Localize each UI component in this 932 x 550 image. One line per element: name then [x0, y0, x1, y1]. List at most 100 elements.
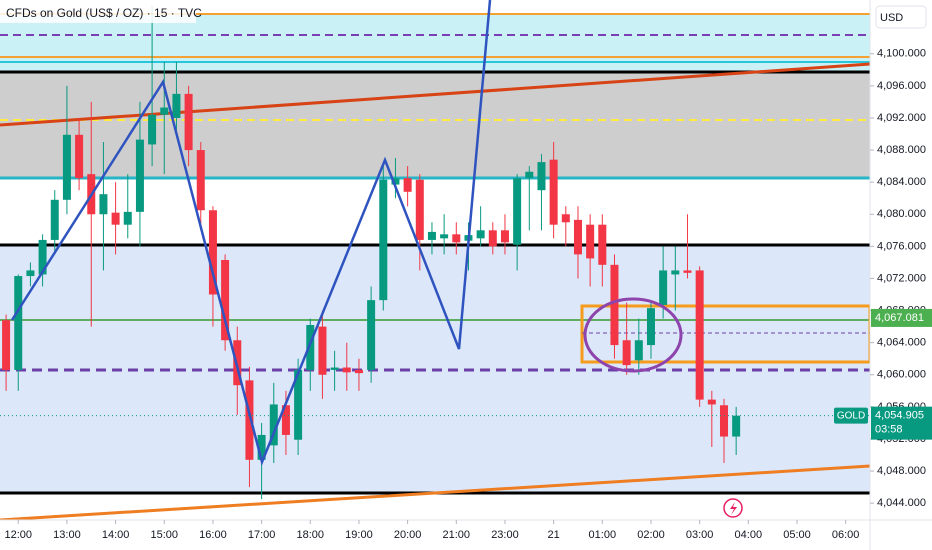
last-price-tag	[871, 406, 932, 440]
x-tick-label: 04:00	[735, 529, 763, 541]
candle-body	[281, 405, 290, 435]
candle-body	[294, 369, 303, 440]
candle-body	[391, 178, 400, 185]
candle-body	[525, 171, 534, 179]
zone	[0, 72, 870, 178]
y-tick-label: 4,088.000	[877, 144, 926, 156]
symbol-tag	[834, 407, 868, 424]
x-tick-label: 06:00	[832, 529, 860, 541]
candle-body	[452, 234, 461, 243]
y-tick-label: 4,100.000	[877, 48, 926, 60]
candle-body	[14, 276, 23, 370]
last-price-label: 4,054.905	[875, 410, 924, 422]
candle-body	[695, 270, 704, 400]
x-tick-label: 19:00	[345, 529, 373, 541]
y-tick-label: 4,076.000	[877, 240, 926, 252]
candle-body	[330, 367, 339, 370]
candle-body	[62, 134, 71, 200]
candle-body	[354, 369, 363, 374]
candle-body	[634, 340, 643, 361]
candle-body	[732, 415, 741, 437]
currency: USD	[880, 12, 903, 24]
event-icon	[730, 502, 737, 515]
candle-body	[160, 107, 169, 115]
candle-body	[99, 194, 108, 215]
candle-body	[707, 399, 716, 405]
ellipse	[583, 297, 683, 373]
candle-body	[184, 93, 193, 151]
y-tick-label: 4,080.000	[877, 208, 926, 220]
y-tick-label: 4,060.000	[877, 369, 926, 381]
candle-body	[221, 260, 230, 341]
x-tick-label: 16:00	[199, 529, 227, 541]
y-tick-label: 4,072.000	[877, 272, 926, 284]
candle-body	[549, 159, 558, 225]
zigzag	[10, 0, 492, 466]
trend-line	[0, 62, 871, 127]
candle-body	[379, 179, 388, 301]
x-tick-label: 03:00	[686, 529, 714, 541]
candle-body	[208, 210, 217, 295]
candle-body	[148, 114, 157, 145]
candle-body	[513, 178, 522, 245]
candle-body	[172, 93, 181, 118]
candle-body	[111, 212, 120, 225]
candle-body	[598, 224, 607, 265]
candle-body	[427, 231, 436, 240]
x-tick-label: 02:00	[637, 529, 665, 541]
x-tick-label: 14:00	[102, 529, 130, 541]
y-tick-label: 4,048.000	[877, 465, 926, 477]
x-tick-label: 05:00	[783, 529, 811, 541]
candle-body	[610, 264, 619, 346]
drawings	[0, 13, 872, 522]
candle-body	[306, 325, 315, 370]
candle-body	[257, 434, 266, 460]
candle-body	[719, 405, 728, 437]
candle-body	[123, 211, 132, 225]
x-tick-label: 21:00	[443, 529, 471, 541]
y-tick-label: 4,064.000	[877, 337, 926, 349]
candle-body	[342, 367, 351, 373]
candle-body	[367, 300, 376, 370]
candle-body	[440, 234, 449, 239]
title-bg	[0, 3, 196, 23]
x-tick-label: 23:00	[491, 529, 519, 541]
candle-body	[488, 230, 497, 247]
axes: 4,044.0004,048.0004,052.0004,056.0004,06…	[4, 48, 932, 541]
y-tick-label: 4,084.000	[877, 176, 926, 188]
time-axis	[0, 520, 870, 550]
candle-body	[196, 150, 205, 211]
candle-body	[2, 320, 11, 370]
x-tick-label: 13:00	[53, 529, 81, 541]
candle-body	[671, 270, 680, 275]
candle-body	[135, 139, 144, 212]
candle-body	[683, 270, 692, 273]
candle-body	[269, 404, 278, 446]
countdown: 03:58	[875, 424, 903, 436]
level-tag-label: 4,067.081	[875, 312, 924, 324]
x-tick-label: 12:00	[4, 529, 32, 541]
candle-body	[500, 230, 509, 243]
x-tick-label: 01:00	[589, 529, 617, 541]
candle-body	[561, 214, 570, 223]
candle-body	[537, 162, 546, 191]
candle-body	[38, 239, 47, 275]
y-tick-label: 4,092.000	[877, 112, 926, 124]
candle-body	[50, 199, 59, 240]
candle-body	[318, 326, 327, 375]
chart-title: CFDs on Gold (US$ / OZ) · 15 · TVC	[6, 6, 202, 20]
candle-body	[659, 270, 668, 305]
symbol-tag-label: GOLD	[837, 410, 865, 421]
x-tick-label: 21	[548, 529, 560, 541]
x-tick-label: 17:00	[248, 529, 276, 541]
currency-button[interactable]	[875, 5, 927, 29]
candle-body	[26, 270, 35, 277]
y-tick-label: 4,096.000	[877, 80, 926, 92]
trend-line	[0, 464, 871, 522]
x-tick-label: 18:00	[297, 529, 325, 541]
candle-body	[573, 219, 582, 255]
level-tag	[871, 308, 932, 327]
candle-body	[75, 134, 84, 179]
y-tick-label: 4,044.000	[877, 497, 926, 509]
